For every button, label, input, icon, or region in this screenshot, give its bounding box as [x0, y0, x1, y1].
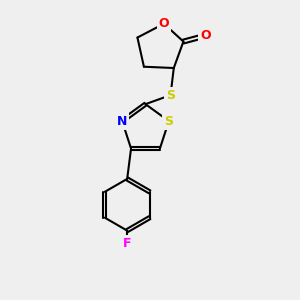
- Text: S: S: [164, 115, 173, 128]
- Text: F: F: [123, 237, 131, 250]
- Text: S: S: [166, 89, 175, 102]
- Text: N: N: [117, 115, 127, 128]
- Text: O: O: [159, 17, 169, 30]
- Text: O: O: [200, 29, 211, 42]
